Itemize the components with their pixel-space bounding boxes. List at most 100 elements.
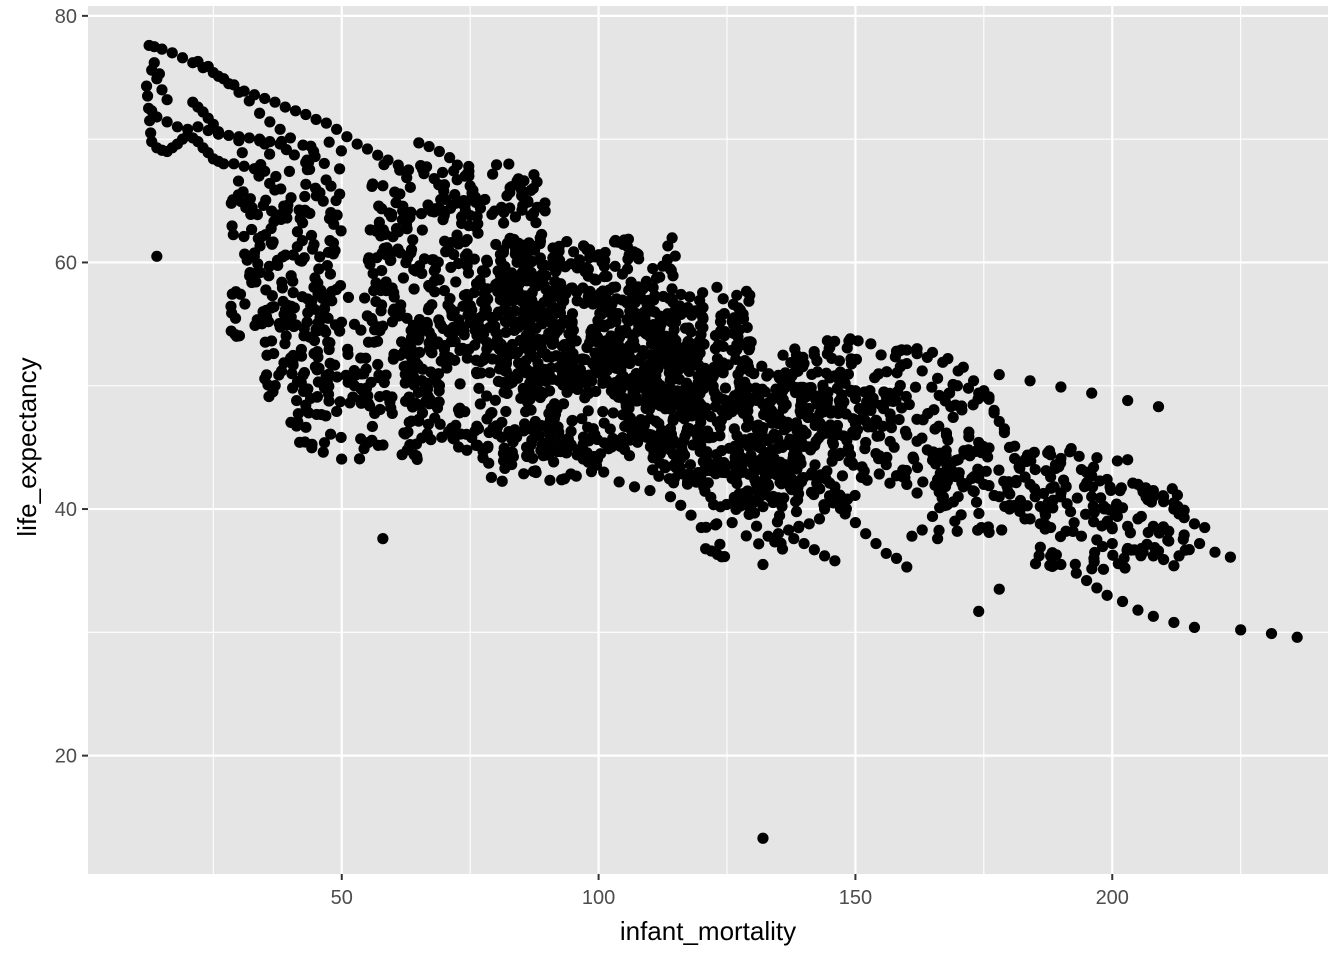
data-point xyxy=(151,111,163,123)
data-point xyxy=(399,377,411,389)
data-point xyxy=(1010,477,1022,489)
data-point xyxy=(885,422,897,434)
data-point xyxy=(447,432,459,444)
data-point xyxy=(518,384,530,397)
data-point xyxy=(967,485,979,497)
data-point xyxy=(649,306,661,318)
data-point xyxy=(1132,513,1144,525)
data-point xyxy=(793,520,805,532)
data-point xyxy=(304,392,317,405)
data-point xyxy=(151,250,163,262)
data-point xyxy=(841,434,853,446)
data-point xyxy=(311,408,323,421)
data-point xyxy=(405,342,417,354)
data-point xyxy=(616,268,629,280)
data-point xyxy=(265,237,277,249)
data-point xyxy=(408,449,420,461)
data-point xyxy=(378,376,390,389)
data-point xyxy=(490,159,503,171)
data-point xyxy=(757,832,769,844)
data-point xyxy=(1060,525,1072,537)
data-point xyxy=(486,407,498,419)
data-point xyxy=(459,250,472,262)
data-point xyxy=(305,229,318,242)
data-point xyxy=(834,397,846,409)
data-point xyxy=(901,478,913,490)
data-point xyxy=(856,461,868,473)
data-point xyxy=(1163,525,1175,537)
data-point xyxy=(740,530,752,542)
data-point xyxy=(610,355,622,367)
data-point xyxy=(631,436,644,448)
data-point xyxy=(1055,452,1067,465)
data-point xyxy=(690,409,702,421)
data-point xyxy=(318,302,331,314)
data-point xyxy=(284,132,296,144)
data-point xyxy=(765,492,777,504)
data-point xyxy=(685,509,697,521)
data-point xyxy=(171,121,183,133)
data-point xyxy=(253,107,266,119)
data-point xyxy=(772,417,784,430)
data-point xyxy=(353,453,366,465)
data-point xyxy=(265,335,278,347)
data-point xyxy=(667,270,679,282)
data-point xyxy=(772,369,785,381)
data-point xyxy=(243,132,255,144)
data-point xyxy=(598,303,610,316)
data-point xyxy=(395,336,408,348)
data-point xyxy=(192,121,204,133)
data-point xyxy=(726,344,738,356)
data-point xyxy=(590,274,602,286)
data-point xyxy=(322,312,334,324)
data-point xyxy=(548,456,560,468)
data-points xyxy=(140,39,1303,844)
data-point xyxy=(313,263,325,275)
data-point xyxy=(525,404,537,416)
x-axis-title: infant_mortality xyxy=(620,916,796,946)
data-point xyxy=(372,439,384,451)
data-point xyxy=(1045,471,1057,483)
data-point xyxy=(589,347,601,359)
data-point xyxy=(647,464,659,476)
data-point xyxy=(287,349,299,362)
data-point xyxy=(873,368,885,380)
data-point xyxy=(849,385,862,397)
data-point xyxy=(496,376,508,389)
data-point xyxy=(727,313,739,325)
data-point xyxy=(790,349,803,361)
data-point xyxy=(1291,631,1303,643)
data-point xyxy=(1080,508,1092,520)
data-point xyxy=(1122,394,1134,407)
data-point xyxy=(818,421,830,433)
data-point xyxy=(664,491,677,503)
data-point xyxy=(870,414,882,426)
data-point xyxy=(286,368,298,380)
data-point xyxy=(449,189,461,201)
data-point xyxy=(317,195,329,207)
data-point xyxy=(260,310,273,323)
data-point xyxy=(1152,401,1165,413)
data-point xyxy=(675,499,687,511)
data-point xyxy=(308,281,320,293)
data-point xyxy=(145,127,157,139)
data-point xyxy=(546,300,558,312)
data-point xyxy=(890,345,903,357)
data-point xyxy=(1209,546,1221,558)
data-point xyxy=(364,224,376,236)
data-point xyxy=(926,510,939,523)
data-point xyxy=(464,209,476,222)
data-point xyxy=(491,309,503,322)
data-point xyxy=(274,138,286,150)
data-point xyxy=(481,390,493,402)
data-point xyxy=(613,391,625,403)
data-point xyxy=(716,445,728,457)
y-tick-label: 40 xyxy=(55,499,77,521)
data-point xyxy=(890,470,903,482)
data-point xyxy=(425,434,437,446)
data-point xyxy=(583,252,596,264)
data-point xyxy=(661,253,674,266)
data-point xyxy=(831,426,843,438)
data-point xyxy=(1044,559,1056,571)
data-point xyxy=(654,457,666,469)
